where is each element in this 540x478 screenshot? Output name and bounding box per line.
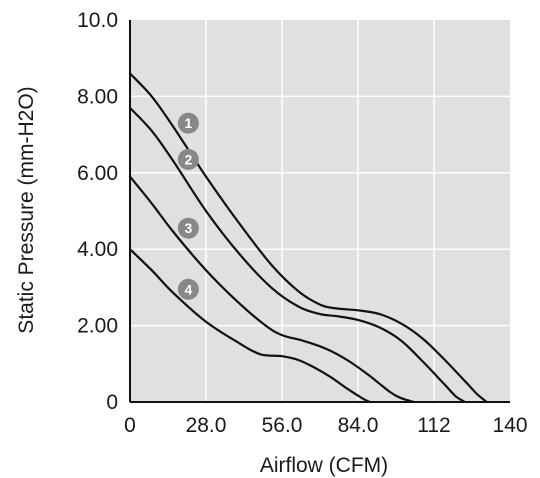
curve-marker-3: 3 xyxy=(177,217,199,239)
x-axis-title: Airflow (CFM) xyxy=(260,454,388,477)
y-tick-label: 4.00 xyxy=(77,238,118,261)
series-line-2 xyxy=(128,106,466,404)
curve-marker-label: 1 xyxy=(184,115,192,131)
y-tick-labels: 0 2.00 4.00 6.00 8.00 10.0 xyxy=(77,9,118,414)
series-lines xyxy=(128,72,488,404)
y-tick-label: 6.00 xyxy=(77,162,118,185)
curve-marker-1: 1 xyxy=(177,112,199,134)
y-tick-label: 10.0 xyxy=(77,9,118,32)
curve-marker-circle xyxy=(177,278,199,300)
x-tick-label: 0 xyxy=(124,414,136,437)
curve-marker-circle xyxy=(177,112,199,134)
x-tick-label: 84.0 xyxy=(338,414,379,437)
x-tick-label: 140 xyxy=(492,414,527,437)
x-tick-label: 112 xyxy=(417,414,450,437)
series-line-4 xyxy=(128,248,372,404)
curve-marker-4: 4 xyxy=(177,278,199,300)
series-line-3 xyxy=(128,175,415,404)
y-tick-label: 0 xyxy=(106,391,118,414)
plot-background xyxy=(130,20,510,402)
curve-marker-2: 2 xyxy=(177,148,199,170)
curve-marker-label: 4 xyxy=(184,281,192,297)
x-tick-label: 28.0 xyxy=(186,414,227,437)
curve-marker-circle xyxy=(177,148,199,170)
curve-marker-label: 2 xyxy=(184,151,192,167)
curve-marker-label: 3 xyxy=(184,220,192,236)
y-axis-title: Static Pressure (mm-H2O) xyxy=(15,86,38,333)
y-tick-label: 2.00 xyxy=(77,315,118,338)
curve-marker-circle xyxy=(177,217,199,239)
axis-lines xyxy=(129,20,510,403)
y-tick-label: 8.00 xyxy=(77,85,118,108)
curve-markers: 1 2 3 4 xyxy=(177,112,199,300)
x-tick-labels: 0 28.0 56.0 84.0 112 140 xyxy=(124,414,527,437)
grid-lines xyxy=(130,20,510,402)
x-tick-label: 56.0 xyxy=(262,414,303,437)
